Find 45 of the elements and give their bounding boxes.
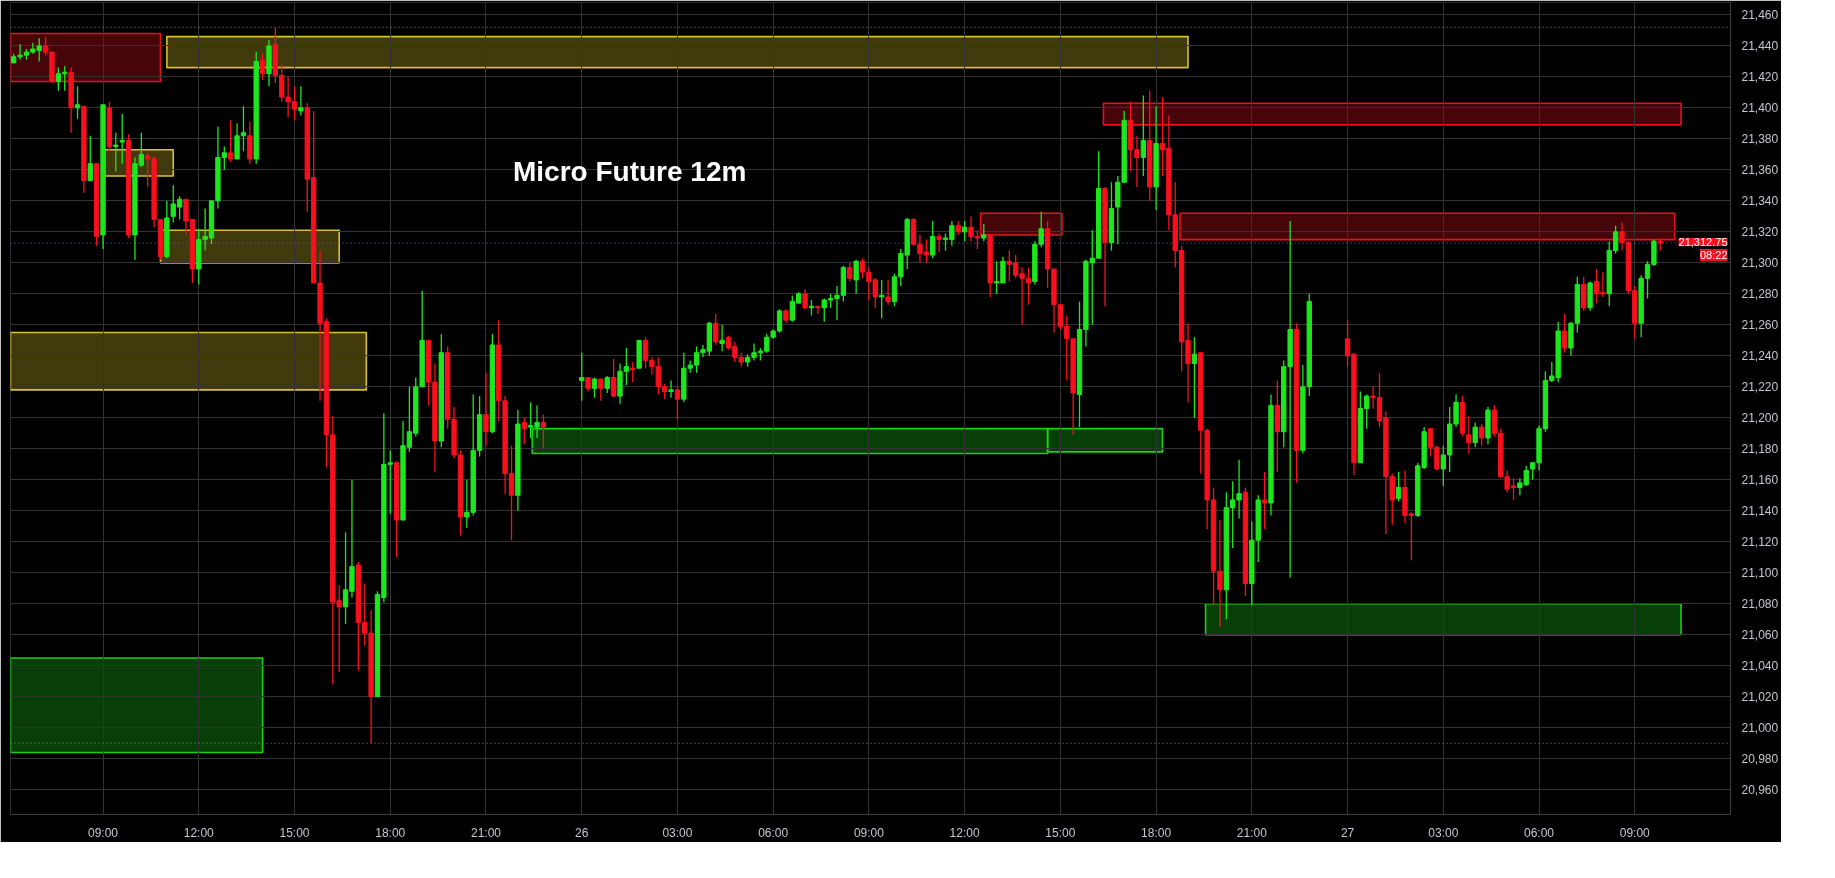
x-tick-label: 09:00 <box>853 825 885 840</box>
y-tick-label: 21,460 <box>1741 8 1779 23</box>
y-tick-label: 21,340 <box>1741 194 1779 209</box>
y-tick-label: 20,960 <box>1741 783 1779 798</box>
x-tick-label: 15:00 <box>1045 825 1076 840</box>
text: Micro Future 12m <box>513 155 747 187</box>
x-tick-label: 03:00 <box>662 825 693 840</box>
y-tick-label: 21,280 <box>1741 287 1779 302</box>
x-tick-label: 15:00 <box>279 825 310 840</box>
y-tick-label: 21,440 <box>1741 39 1779 54</box>
x-tick-label: 06:00 <box>758 825 789 840</box>
x-tick-label: 06:00 <box>1524 825 1555 840</box>
x-tick-label: 18:00 <box>1141 825 1172 840</box>
y-tick-label: 21,060 <box>1741 628 1779 643</box>
y-tick-label: 21,320 <box>1741 225 1779 240</box>
y-tick-label: 21,380 <box>1741 132 1779 147</box>
x-tick-label: 21:00 <box>470 825 502 840</box>
y-tick-label: 21,300 <box>1741 256 1779 271</box>
y-tick-label: 20,980 <box>1741 752 1779 767</box>
y-tick-label: 21,220 <box>1741 380 1779 395</box>
y-tick-label: 21,400 <box>1741 101 1779 116</box>
x-tick-label: 03:00 <box>1428 825 1459 840</box>
x-tick-label: 27 <box>1340 825 1355 840</box>
y-tick-label: 21,160 <box>1741 473 1779 488</box>
x-tick-label: 09:00 <box>88 825 119 840</box>
y-tick-label: 21,240 <box>1741 349 1779 364</box>
ref-line-label: 21,312.75 08:22 <box>1678 236 1728 262</box>
y-tick-label: 21,020 <box>1741 690 1779 705</box>
y-tick-label: 21,040 <box>1741 659 1779 674</box>
x-tick-label: 09:00 <box>1619 825 1651 840</box>
y-tick-label: 21,100 <box>1741 566 1779 581</box>
y-tick-label: 21,420 <box>1741 70 1779 85</box>
x-tick-label: 12:00 <box>949 825 980 840</box>
x-tick-label: 26 <box>575 825 589 840</box>
x-tick-label: 12:00 <box>183 825 215 840</box>
y-tick-label: 21,200 <box>1741 411 1779 426</box>
y-tick-label: 21,120 <box>1741 535 1779 550</box>
x-tick-label: 21:00 <box>1236 825 1268 840</box>
y-tick-label: 21,080 <box>1741 597 1779 612</box>
y-tick-label: 21,000 <box>1741 721 1779 736</box>
y-tick-label: 21,360 <box>1741 163 1779 178</box>
y-tick-label: 21,140 <box>1741 504 1779 519</box>
x-tick-label: 18:00 <box>375 825 406 840</box>
y-tick-label: 21,260 <box>1741 318 1779 333</box>
y-tick-label: 21,180 <box>1741 442 1779 457</box>
